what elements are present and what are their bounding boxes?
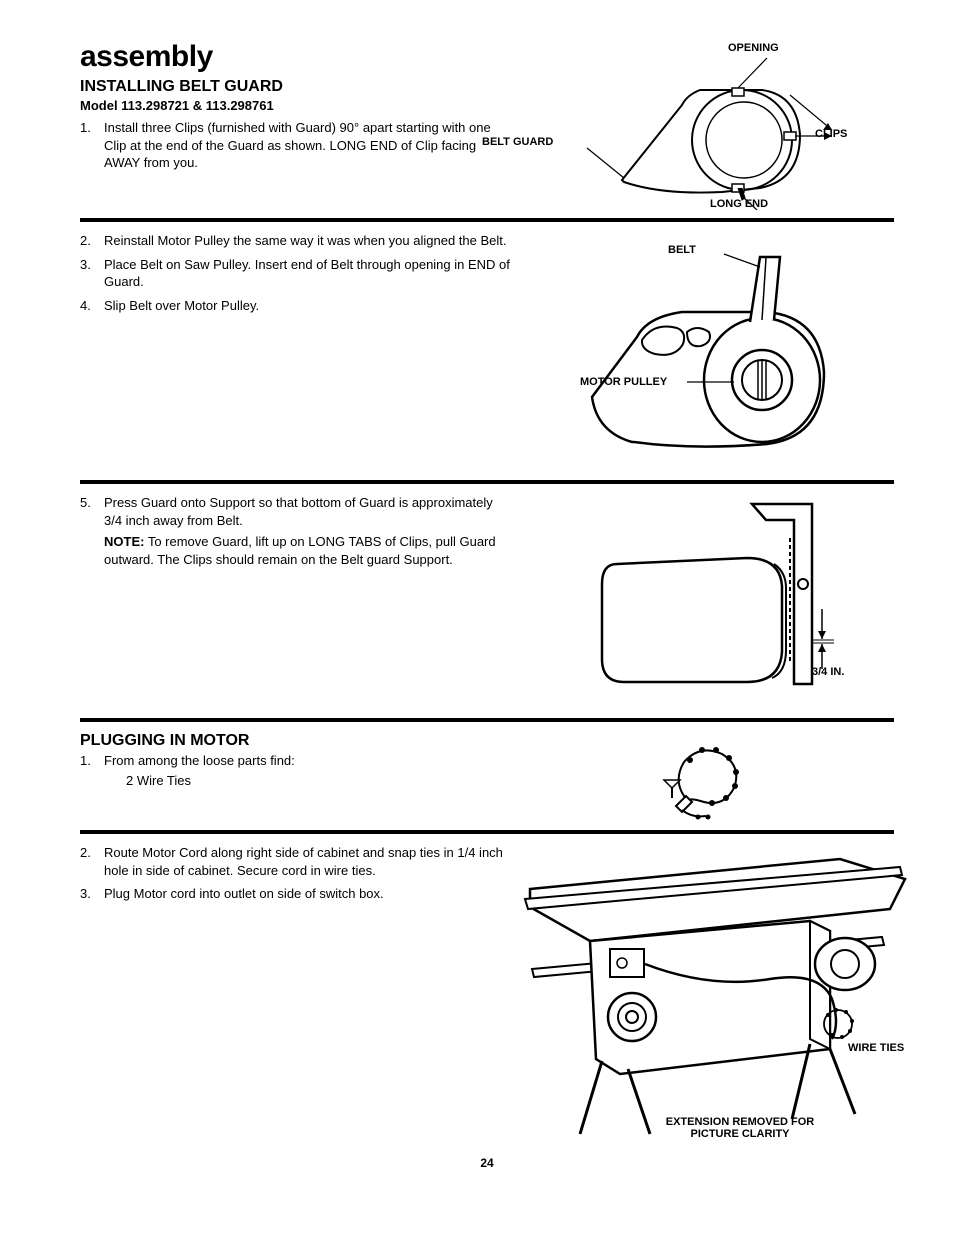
step-number: 1. [80,752,98,789]
step-text: Reinstall Motor Pulley the same way it w… [104,232,510,250]
step-text: Press Guard onto Support so that bottom … [104,494,510,568]
steps-block-1: 1. Install three Clips (furnished with G… [80,119,510,172]
step-text: Plug Motor cord into outlet on side of s… [104,885,510,903]
figure-1: OPENING CLIPS BELT GUARD LONG END [510,40,894,210]
label-beltguard: BELT GUARD [482,136,553,148]
figure-5-saw: WIRE TIES EXTENSION REMOVED FOR PICTURE … [510,844,910,1144]
label-measurement: 3/4 IN. [812,666,844,678]
loose-parts-list: 2 Wire Ties [126,772,510,790]
step-text: Install three Clips (furnished with Guar… [104,119,510,172]
figure-2: BELT MOTOR PULLEY [510,232,894,472]
steps-plug-1: 1. From among the loose parts find: 2 Wi… [80,752,510,789]
step-number: 2. [80,232,98,250]
divider [80,718,894,722]
step-text: From among the loose parts find: 2 Wire … [104,752,510,789]
step-number: 5. [80,494,98,568]
note: NOTE: To remove Guard, lift up on LONG T… [104,533,510,568]
label-clips: CLIPS [815,128,847,140]
step-number: 4. [80,297,98,315]
note-text: To remove Guard, lift up on LONG TABS of… [104,534,496,567]
step-text: Place Belt on Saw Pulley. Insert end of … [104,256,510,291]
row-plug-1: PLUGGING IN MOTOR 1. From among the loos… [80,732,894,822]
model-subheading: Model 113.298721 & 113.298761 [80,98,510,113]
page-title: assembly [80,40,510,74]
steps-block-2: 2. Reinstall Motor Pulley the same way i… [80,232,510,314]
section-heading-plug: PLUGGING IN MOTOR [80,732,510,750]
step-number: 1. [80,119,98,172]
label-caption2: PICTURE CLARITY [640,1128,840,1140]
title-row: assembly INSTALLING BELT GUARD Model 113… [80,40,894,210]
row-plug-2: 2. Route Motor Cord along right side of … [80,844,894,1144]
steps-block-3: 5. Press Guard onto Support so that bott… [80,494,510,568]
step-text: Slip Belt over Motor Pulley. [104,297,510,315]
label-opening: OPENING [728,42,779,54]
divider [80,830,894,834]
step-text: Route Motor Cord along right side of cab… [104,844,510,879]
divider [80,480,894,484]
label-longend: LONG END [710,198,768,210]
steps-plug-2: 2. Route Motor Cord along right side of … [80,844,510,903]
label-wire-ties: WIRE TIES [848,1042,904,1054]
row-step-5: 5. Press Guard onto Support so that bott… [80,494,894,704]
page-number: 24 [80,1156,894,1170]
figure-4-wire-tie [510,732,894,822]
figure-3: 3/4 IN. [510,494,894,704]
note-prefix: NOTE: [104,534,144,549]
label-belt: BELT [668,244,696,256]
step-number: 2. [80,844,98,879]
section-heading-beltguard: INSTALLING BELT GUARD [80,78,510,96]
label-caption1: EXTENSION REMOVED FOR [640,1116,840,1128]
row-steps-2-4: 2. Reinstall Motor Pulley the same way i… [80,232,894,472]
step-number: 3. [80,256,98,291]
step-number: 3. [80,885,98,903]
label-motor-pulley: MOTOR PULLEY [580,376,667,388]
divider [80,218,894,222]
